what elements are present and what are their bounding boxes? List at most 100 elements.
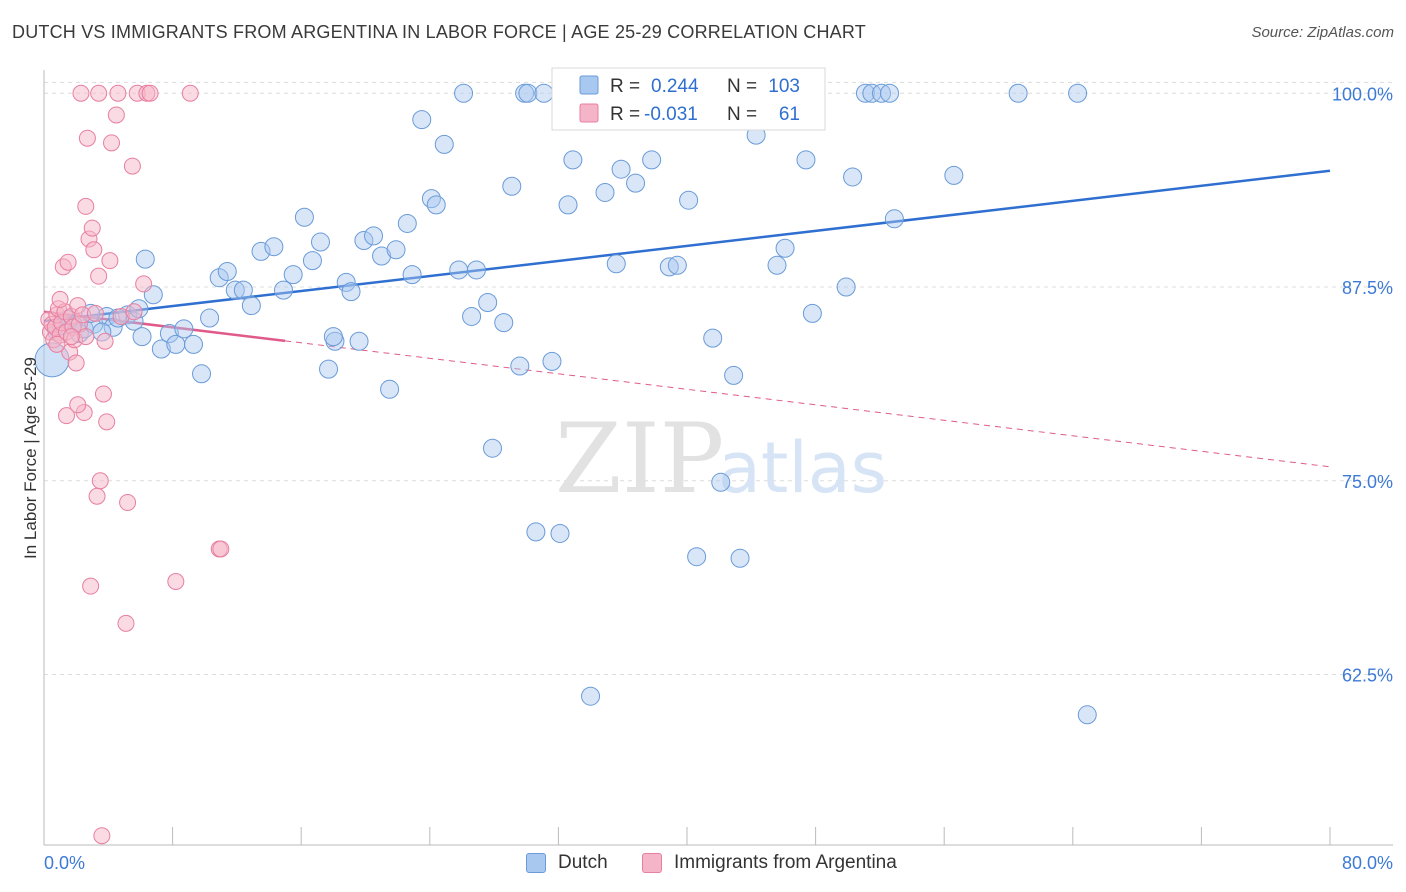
- point-argentina: [72, 84, 90, 102]
- stats-r-value-dutch: 0.244: [651, 76, 699, 97]
- chart-title: DUTCH VS IMMIGRANTS FROM ARGENTINA IN LA…: [12, 22, 866, 42]
- point-dutch: [241, 296, 261, 316]
- point-dutch: [518, 83, 538, 103]
- point-dutch: [364, 226, 384, 246]
- point-dutch: [174, 319, 194, 339]
- stats-r-label-dutch: R =: [610, 76, 640, 97]
- point-dutch: [482, 438, 502, 458]
- point-argentina: [96, 332, 114, 350]
- stats-swatch-dutch: [579, 75, 599, 95]
- point-dutch: [349, 331, 369, 351]
- point-argentina: [82, 577, 100, 595]
- watermark-zip: ZIP: [555, 403, 724, 515]
- point-dutch: [225, 280, 245, 300]
- point-dutch: [380, 379, 400, 399]
- point-dutch: [264, 237, 284, 257]
- point-dutch: [563, 150, 583, 170]
- point-dutch: [711, 472, 731, 492]
- point-dutch: [558, 195, 578, 215]
- point-dutch: [855, 83, 875, 103]
- point-dutch: [724, 365, 744, 385]
- point-dutch: [595, 182, 615, 202]
- point-dutch: [402, 265, 422, 285]
- point-dutch: [302, 251, 322, 271]
- point-dutch: [679, 190, 699, 210]
- y-tick-label-0: 62.5%: [1342, 666, 1393, 686]
- point-dutch: [135, 249, 155, 269]
- point-dutch: [466, 260, 486, 280]
- y-tick-labels: 62.5% 75.0% 87.5% 100.0%: [1332, 84, 1393, 685]
- point-argentina: [93, 827, 111, 845]
- point-dutch: [730, 548, 750, 568]
- point-dutch: [1008, 83, 1028, 103]
- point-argentina: [212, 540, 230, 558]
- stats-r-label-argentina: R =: [610, 104, 640, 125]
- point-dutch: [642, 150, 662, 170]
- point-dutch: [659, 257, 679, 277]
- point-argentina: [107, 106, 125, 124]
- point-dutch: [944, 165, 964, 185]
- point-argentina: [103, 134, 121, 152]
- point-argentina: [59, 253, 77, 271]
- point-dutch: [274, 280, 294, 300]
- point-dutch: [319, 359, 339, 379]
- point-dutch: [884, 209, 904, 229]
- point-dutch: [1077, 705, 1097, 725]
- point-dutch: [209, 268, 229, 288]
- point-dutch: [310, 232, 330, 252]
- point-dutch: [354, 231, 374, 250]
- point-dutch: [323, 327, 343, 347]
- point-dutch: [494, 313, 514, 333]
- point-argentina: [101, 252, 119, 270]
- point-argentina: [91, 472, 109, 490]
- point-argentina: [181, 84, 199, 102]
- stats-n-label-argentina: N =: [727, 104, 757, 125]
- point-dutch: [233, 280, 253, 300]
- point-dutch: [283, 265, 303, 285]
- stats-legend: R = 0.244 N = 103 R = -0.031 N = 61: [551, 67, 826, 131]
- y-tick-label-3: 100.0%: [1332, 84, 1393, 104]
- point-argentina: [67, 354, 85, 372]
- point-dutch: [687, 547, 707, 567]
- point-dutch: [478, 293, 498, 312]
- point-dutch: [151, 339, 171, 359]
- legend-item-dutch[interactable]: Dutch: [526, 852, 608, 874]
- point-dutch: [159, 324, 179, 343]
- point-dutch: [880, 83, 900, 103]
- point-dutch: [611, 159, 631, 179]
- y-axis-title: In Labor Force | Age 25-29: [21, 357, 40, 559]
- point-dutch: [132, 327, 152, 347]
- point-dutch: [581, 686, 601, 706]
- point-dutch: [542, 351, 562, 371]
- point-dutch: [397, 213, 417, 233]
- legend-swatch-argentina: [642, 853, 662, 873]
- point-argentina: [88, 487, 106, 505]
- point-dutch: [412, 110, 432, 130]
- point-dutch: [510, 356, 530, 376]
- x-tick-label-min: 0.0%: [44, 853, 85, 873]
- point-argentina: [125, 303, 143, 321]
- point-dutch: [294, 207, 314, 227]
- legend-swatch-dutch: [526, 853, 546, 873]
- point-dutch: [775, 238, 795, 258]
- legend-item-argentina[interactable]: Immigrants from Argentina: [642, 852, 897, 874]
- point-dutch: [341, 282, 361, 302]
- point-argentina: [48, 335, 66, 353]
- point-dutch: [462, 306, 482, 326]
- point-dutch: [550, 523, 570, 543]
- source-label: Source: ZipAtlas.com: [1251, 24, 1394, 41]
- point-argentina: [98, 413, 116, 431]
- point-dutch: [434, 134, 454, 154]
- point-dutch: [606, 254, 626, 274]
- y-tick-label-2: 87.5%: [1342, 278, 1393, 298]
- point-dutch: [843, 167, 863, 187]
- y-tick-label-1: 75.0%: [1342, 472, 1393, 492]
- point-dutch: [767, 255, 787, 275]
- stats-n-value-dutch: 103: [768, 76, 800, 97]
- point-dutch: [449, 260, 469, 280]
- watermark-atlas: atlas: [718, 427, 887, 509]
- stats-n-label-dutch: N =: [727, 76, 757, 97]
- bottom-legend: Dutch Immigrants from Argentina: [0, 850, 1406, 880]
- point-argentina: [141, 84, 159, 102]
